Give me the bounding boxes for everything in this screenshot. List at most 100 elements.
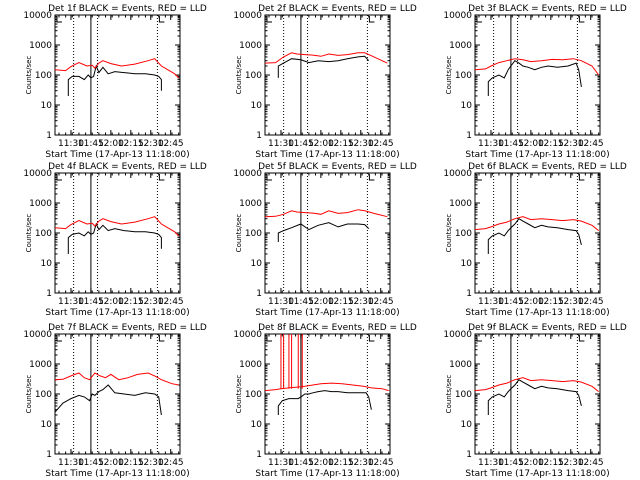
x-tick-label: 11:30 [268,297,294,307]
y-tick-label: 1000 [239,360,262,370]
x-tick-label: 12:00 [98,139,124,149]
corner-bracket-mark [56,335,62,342]
x-tick-label: 12:45 [578,139,604,149]
x-tick-label: 12:00 [308,297,334,307]
y-axis-label: Counts/sec [25,375,33,414]
y-tick-label: 100 [455,229,472,239]
x-tick-label: 12:30 [138,139,164,149]
y-tick-label: 10000 [23,169,52,179]
y-tick-label: 1 [466,289,472,299]
y-tick-label: 1 [46,289,52,299]
y-tick-label: 1000 [29,360,52,370]
corner-bracket-mark [476,335,482,342]
x-tick-label: 12:30 [348,458,374,468]
events-series-line [67,222,162,254]
y-tick-label: 100 [245,71,262,81]
corner-bracket-mark [266,16,272,23]
y-tick-label: 10 [41,101,53,111]
y-tick-label: 1 [466,450,472,460]
panel-title: Det 1f BLACK = Events, RED = LLD [48,4,207,14]
events-series-line [277,222,370,242]
x-axis-label: Start Time (17-Apr-13 11:18:00) [255,150,399,160]
x-tick-label: 11:30 [268,458,294,468]
y-axis-label: Counts/sec [235,56,243,95]
lld-series-line [54,58,180,79]
x-tick-label: 12:45 [158,297,184,307]
lld-series-line [54,372,179,386]
x-axis-label: Start Time (17-Apr-13 11:18:00) [45,308,189,318]
x-tick-label: 11:45 [498,297,524,307]
x-tick-label: 12:00 [308,139,334,149]
y-tick-label: 10000 [443,11,472,21]
panel-title: Det 8f BLACK = Events, RED = LLD [258,323,417,333]
x-tick-label: 12:30 [138,458,164,468]
panel-title: Det 4f BLACK = Events, RED = LLD [48,162,207,172]
y-tick-label: 100 [455,390,472,400]
x-tick-label: 12:15 [538,458,564,468]
y-tick-label: 1 [46,131,52,141]
x-tick-label: 11:45 [78,458,104,468]
corner-bracket-mark [56,174,62,181]
corner-bracket-mark [158,174,165,181]
y-tick-label: 1 [256,289,262,299]
y-tick-label: 10000 [233,169,262,179]
corner-bracket-mark [368,335,375,342]
x-tick-label: 11:45 [288,458,314,468]
x-tick-label: 11:30 [58,458,84,468]
detector-panel-8: Det 8f BLACK = Events, RED = LLD 1 10 100 10… [233,323,417,479]
x-axis-label: Start Time (17-Apr-13 11:18:00) [465,469,609,479]
x-tick-label: 11:45 [288,297,314,307]
corner-bracket-mark [578,174,585,181]
x-tick-label: 12:15 [538,297,564,307]
x-tick-label: 12:30 [348,139,374,149]
x-tick-label: 11:30 [478,139,504,149]
x-tick-label: 12:00 [98,458,124,468]
x-tick-label: 12:30 [138,297,164,307]
panel-title: Det 3f BLACK = Events, RED = LLD [468,4,627,14]
y-tick-label: 1 [46,450,52,460]
x-tick-label: 12:30 [558,297,584,307]
events-series-line [67,64,162,96]
y-tick-label: 100 [35,71,52,81]
x-axis-label: Start Time (17-Apr-13 11:18:00) [465,150,609,160]
y-tick-label: 10 [461,259,473,269]
y-axis-label: Counts/sec [235,214,243,253]
detector-panel-6: Det 6f BLACK = Events, RED = LLD 1 10 100 10… [443,162,627,318]
x-axis-label: Start Time (17-Apr-13 11:18:00) [45,469,189,479]
panel-title: Det 2f BLACK = Events, RED = LLD [258,4,417,14]
lld-series-line [474,216,600,231]
x-tick-label: 12:45 [158,458,184,468]
y-tick-label: 10 [251,101,263,111]
lld-series-line [264,209,388,218]
y-axis-label: Counts/sec [235,375,243,414]
y-tick-label: 10 [251,420,263,430]
events-series-line [487,60,582,96]
corner-bracket-mark [158,16,165,23]
x-tick-label: 12:15 [118,139,144,149]
detector-panel-2: Det 2f BLACK = Events, RED = LLD 1 10 100 10… [233,4,417,160]
x-tick-label: 12:30 [558,458,584,468]
detector-panel-4: Det 4f BLACK = Events, RED = LLD 1 10 100 10… [23,162,207,318]
detector-panel-7: Det 7f BLACK = Events, RED = LLD 1 10 100 10… [23,323,207,479]
panel-title: Det 6f BLACK = Events, RED = LLD [468,162,627,172]
detector-panel-3: Det 3f BLACK = Events, RED = LLD 1 10 100 10… [443,4,627,160]
y-tick-label: 10000 [443,169,472,179]
y-tick-label: 10 [461,101,473,111]
corner-bracket-mark [476,16,482,23]
lld-series-line [474,58,600,76]
y-axis-label: Counts/sec [25,214,33,253]
x-tick-label: 12:45 [368,297,394,307]
y-tick-label: 100 [35,229,52,239]
x-tick-label: 11:45 [498,139,524,149]
y-tick-label: 10000 [443,330,472,340]
x-tick-label: 12:00 [518,139,544,149]
y-tick-label: 1000 [449,199,472,209]
x-tick-label: 12:15 [118,297,144,307]
x-tick-label: 11:30 [58,139,84,149]
y-tick-label: 10 [41,259,53,269]
detector-panel-1: Det 1f BLACK = Events, RED = LLD 1 10 100 10… [23,4,207,160]
y-tick-label: 1 [256,131,262,141]
panel-title: Det 9f BLACK = Events, RED = LLD [468,323,627,333]
corner-bracket-mark [368,174,375,181]
